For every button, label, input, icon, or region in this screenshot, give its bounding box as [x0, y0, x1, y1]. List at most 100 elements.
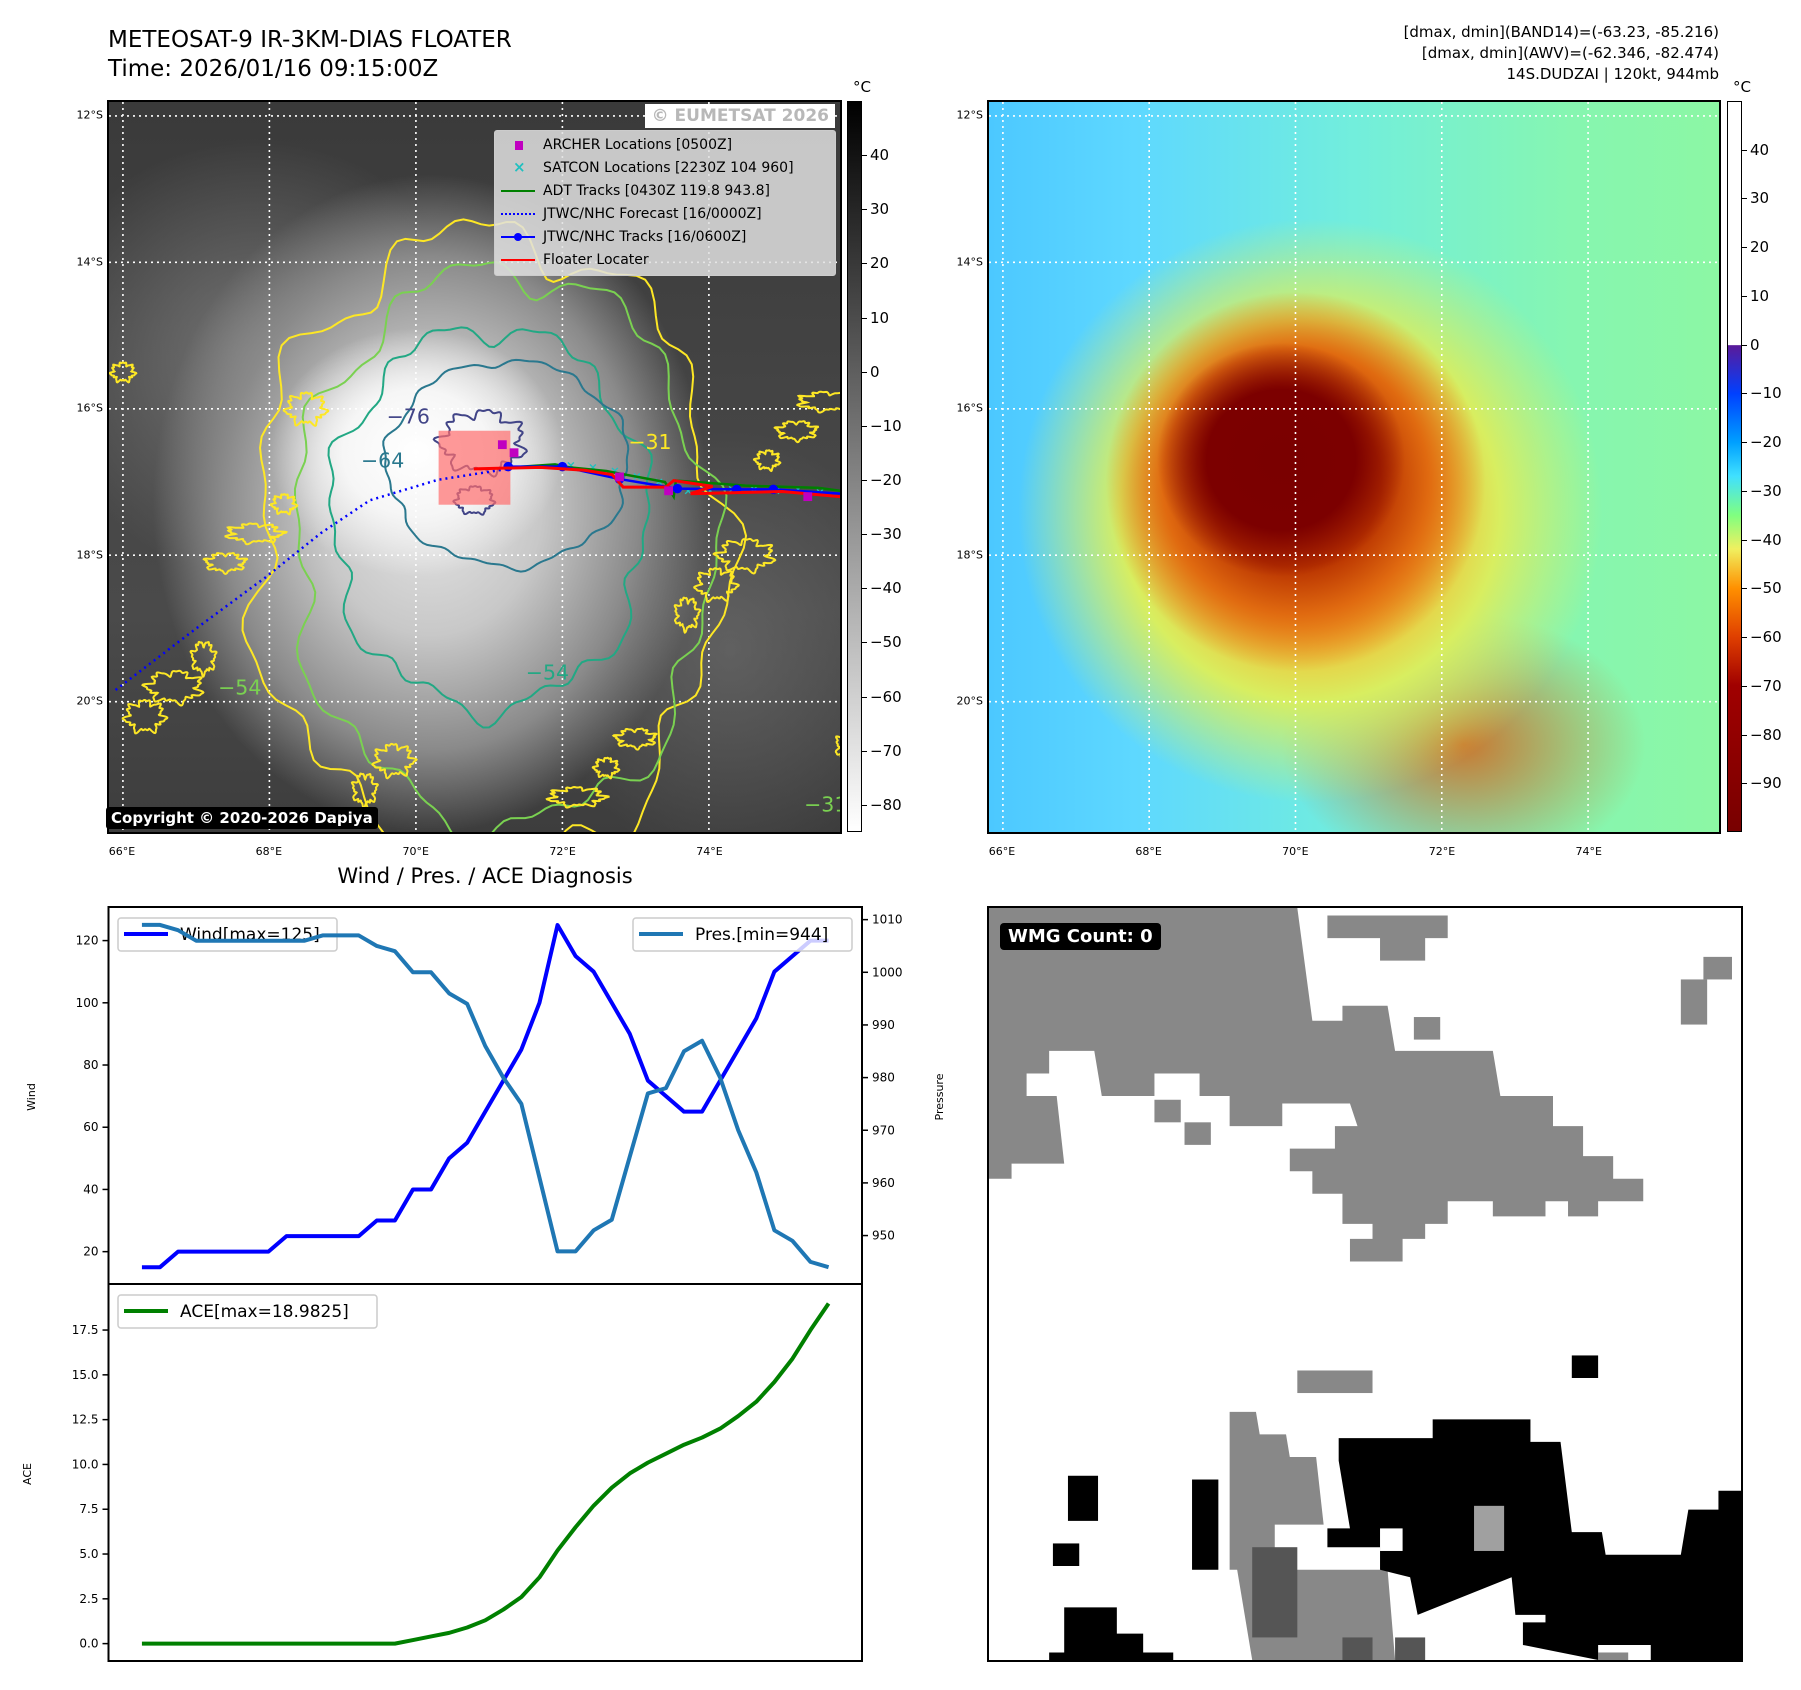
awv-colorbar-tick: −40 — [1742, 530, 1782, 549]
lat-label: 18°S — [956, 548, 983, 562]
awv-colorbar-tick: −80 — [1742, 725, 1782, 744]
ace-line — [141, 1302, 831, 1646]
lat-label: 16°S — [956, 401, 983, 415]
wind-tick-label: 60 — [83, 1120, 98, 1134]
contour-blob — [271, 494, 298, 514]
lon-label: 72°E — [549, 845, 576, 858]
legend-item: JTWC/NHC Tracks [16/0600Z] — [495, 227, 746, 247]
ace-tick-label: 5.0 — [79, 1547, 98, 1561]
legend-label: JTWC/NHC Forecast [16/0000Z] — [543, 206, 762, 222]
wmg-count-badge: WMG Count: 0 — [1000, 923, 1161, 950]
contour-blob — [613, 729, 656, 750]
legend-item: JTWC/NHC Forecast [16/0000Z] — [495, 204, 762, 224]
lon-label: 72°E — [1428, 845, 1456, 858]
wind-tick-label: 100 — [76, 996, 99, 1010]
contour-blob — [675, 598, 701, 633]
pressure-tick-label: 1000 — [872, 965, 903, 979]
contour-line — [383, 360, 628, 572]
contour-label: −31 — [628, 430, 671, 454]
lat-label: 18°S — [76, 548, 103, 562]
satcon-marker: × — [683, 483, 693, 497]
lat-label: 12°S — [956, 108, 983, 122]
ir-colorbar-tick: 10 — [861, 308, 890, 327]
awv-colorbar-tick: −50 — [1742, 579, 1782, 598]
wind-tick-label: 40 — [83, 1182, 98, 1196]
contour-blob — [372, 744, 416, 778]
ace-tick-label: 10.0 — [72, 1457, 99, 1471]
satcon-marker: × — [588, 460, 598, 474]
ace-axes — [108, 1284, 862, 1661]
storm-name-intensity: 14S.DUDZAI | 120kt, 944mb — [1506, 65, 1719, 83]
lon-label: 68°E — [255, 845, 283, 858]
contour-blob — [191, 642, 217, 677]
track-legend: ARCHER Locations [0500Z] × SATCON Location… — [494, 130, 836, 276]
contour-blob — [797, 392, 840, 413]
wind-pressure-axes — [108, 907, 862, 1284]
awv-colorbar-tick: 10 — [1741, 286, 1770, 305]
lat-label: 20°S — [956, 694, 983, 708]
ir-colorbar-tick: −10 — [862, 416, 902, 435]
awv-colorbar-tick: 20 — [1741, 238, 1770, 257]
awv-colorbar-tick: −70 — [1742, 676, 1782, 695]
contour-blob — [714, 539, 775, 574]
ir-colorbar-tick: 20 — [861, 254, 890, 273]
ace-legend: ACE[max=18.9825] — [117, 1294, 378, 1329]
legend-symbol-icon: × — [513, 158, 526, 176]
ace-tick-label: 7.5 — [79, 1502, 98, 1516]
contour-line — [329, 327, 652, 727]
legend-item: ARCHER Locations [0500Z] — [495, 135, 732, 155]
wmg-lightgray-region — [1474, 1505, 1505, 1551]
archer-marker — [664, 486, 673, 496]
contour-line — [295, 262, 726, 832]
lon-label: 66°E — [108, 845, 136, 858]
temperature-contours — [110, 219, 840, 832]
diagnosis-chart: 20 40 60 80 100 120 950 960 970 980 990 1000 1010 0.0… — [21, 906, 946, 1662]
ir-colorbar — [847, 101, 862, 832]
ir-colorbar-tick: 0 — [862, 362, 880, 381]
legend-item: Floater Locater — [495, 250, 649, 270]
pressure-tick-label: 990 — [872, 1018, 895, 1032]
awv-colorbar-tick: −90 — [1742, 774, 1782, 793]
ace-tick-label: 0.0 — [79, 1637, 98, 1651]
awv-colorbar-tick: −20 — [1742, 433, 1782, 452]
awv-colorbar-tick: 30 — [1741, 189, 1770, 208]
contour-blob — [110, 362, 137, 382]
awv-colorbar-tick: −30 — [1742, 481, 1782, 500]
awv-colorbar-tick: 0 — [1742, 335, 1760, 354]
lon-label: 70°E — [402, 845, 429, 858]
lat-label: 14°S — [76, 255, 103, 269]
contour-blob — [547, 787, 609, 808]
ace-tick-label: 2.5 — [79, 1592, 98, 1606]
wmg-black-regions — [1049, 1355, 1741, 1660]
lon-label: 74°E — [1575, 845, 1602, 858]
awv-satellite-map[interactable] — [987, 100, 1721, 834]
ir-colorbar-tick: −80 — [862, 795, 902, 814]
lon-label: 66°E — [988, 845, 1016, 858]
contour-blob — [593, 758, 620, 779]
contour-label: −64 — [361, 448, 404, 472]
pressure-legend-box — [632, 917, 853, 952]
contour-blob — [352, 774, 378, 809]
legend-item: × SATCON Locations [2230Z 104 960] — [495, 158, 794, 178]
lon-label: 68°E — [1135, 845, 1162, 858]
archer-marker — [615, 472, 624, 482]
satcon-marker: × — [793, 482, 803, 496]
awv-colorbar-tick: 40 — [1741, 140, 1770, 159]
pressure-legend-label: Pres.[min=944] — [695, 925, 828, 945]
legend-label: JTWC/NHC Tracks [16/0600Z] — [543, 229, 747, 245]
lat-label: 14°S — [956, 255, 983, 269]
jtwc-forecast-track — [116, 469, 509, 690]
legend-label: ADT Tracks [0430Z 119.8 943.8] — [543, 183, 770, 199]
contour-blob — [694, 568, 739, 602]
lon-label: 70°E — [1282, 845, 1309, 858]
wmg-white-gap — [1380, 1528, 1403, 1551]
contour-blob — [775, 421, 818, 442]
contour-label: −54 — [218, 675, 261, 699]
graticule — [989, 102, 1719, 832]
ace-legend-box — [117, 1294, 378, 1329]
legend-symbol-icon — [499, 181, 539, 201]
pressure-tick-label: 1010 — [872, 913, 903, 927]
band14-range: [dmax, dmin](BAND14)=(-63.23, -85.216) — [1403, 23, 1719, 41]
ace-tick-label: 15.0 — [72, 1368, 99, 1382]
contour-blob — [142, 671, 203, 706]
